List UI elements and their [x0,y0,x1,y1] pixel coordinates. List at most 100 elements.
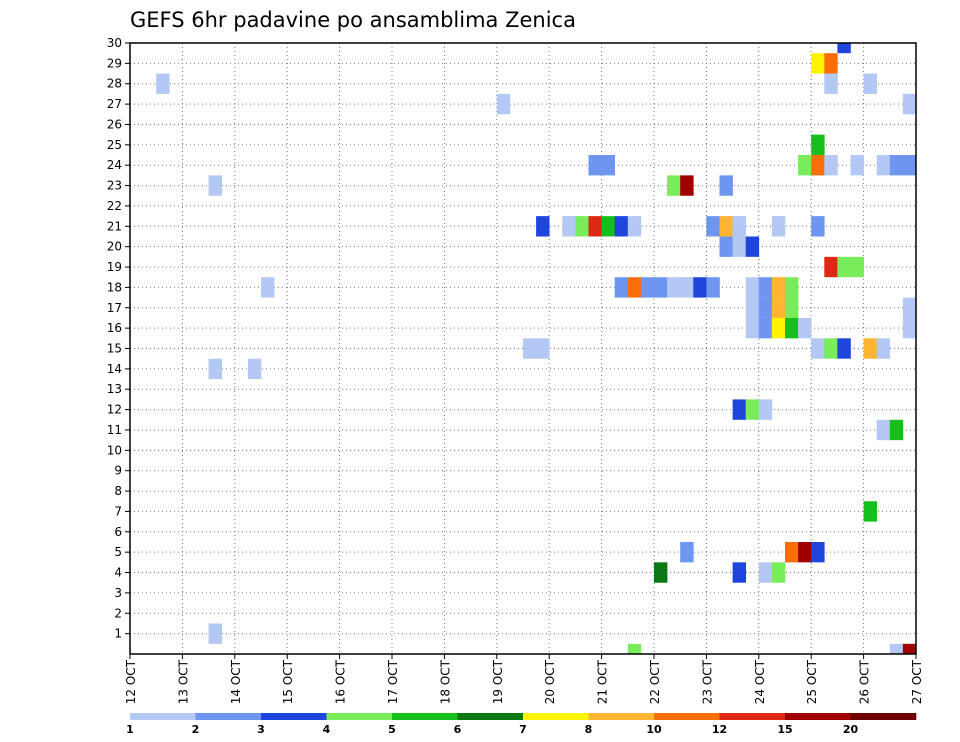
legend-label: 12 [712,723,727,736]
legend-swatch [261,713,327,720]
precip-cell [785,297,799,318]
precip-cell [745,236,760,257]
x-tick-label: 24 OCT [753,659,767,704]
precip-cell [902,297,916,318]
legend-label: 6 [454,723,462,736]
legend-swatch [850,713,917,720]
precip-cell [876,419,891,441]
y-tick-label: 27 [107,97,122,111]
precip-cell [627,643,642,654]
precip-cell [771,216,786,237]
x-tick-label: 12 OCT [124,659,138,704]
y-tick-label: 26 [107,117,122,131]
precip-cell [706,277,720,298]
precip-cell [601,155,615,176]
precip-cell [654,277,668,298]
precip-cell [614,216,629,237]
precip-cell [208,175,222,196]
precip-cell [850,155,864,176]
precip-cell [732,399,746,420]
x-tick-label: 21 OCT [596,659,610,704]
precip-cell [811,53,825,74]
legend-swatch [392,713,458,720]
legend-label: 2 [192,723,200,736]
precip-cell [640,277,655,298]
precip-cell [798,541,812,563]
y-tick-label: 10 [107,443,122,457]
precip-cell [719,216,733,237]
legend-swatch [654,713,720,720]
precip-cell [745,277,760,298]
precip-cell [811,216,825,237]
x-tick-label: 13 OCT [176,659,190,704]
legend-label: 3 [257,723,265,736]
y-tick-label: 13 [107,382,122,396]
precip-cell [758,297,773,318]
y-tick-label: 8 [114,484,122,498]
y-tick-label: 17 [107,301,122,315]
precip-cell [536,338,550,359]
precip-cell [261,277,275,298]
precip-cell [785,277,799,298]
precip-cell [785,317,799,339]
precip-cell [627,277,642,298]
precip-cell [824,53,838,74]
legend-swatch [457,713,524,720]
precip-cell [824,256,838,278]
y-tick-label: 19 [107,260,122,274]
precip-cell [523,338,537,359]
precip-cell [771,317,786,339]
precip-cell [837,338,851,359]
precip-cell [824,338,838,359]
precip-cell [798,155,812,176]
x-tick-label: 18 OCT [438,659,452,704]
y-tick-label: 21 [107,219,122,233]
precip-cell [496,93,511,115]
color-legend: 1 2 3 4 5 6 7 8 10 12 15 20 [126,713,917,736]
precip-cell [863,338,877,359]
precip-cell [156,73,170,94]
precip-cell [667,277,681,298]
x-tick-label: 16 OCT [334,659,348,704]
y-tick-label: 14 [107,362,122,376]
precip-cell [588,155,602,176]
precip-cell [863,73,877,94]
precip-cell [627,216,642,237]
precip-cell [719,236,733,257]
precip-cell [771,562,786,583]
precip-cell [208,358,222,380]
precip-cell [889,419,904,441]
precip-cell [614,277,629,298]
precip-cell [889,155,904,176]
precip-cell [785,541,799,563]
y-tick-label: 24 [107,158,122,172]
y-tick-label: 2 [114,606,122,620]
precip-cell [758,277,773,298]
x-tick-label: 23 OCT [700,659,714,704]
precip-cell [654,562,668,583]
precip-cell [863,501,877,522]
precip-cell [798,317,812,339]
precipitation-cells [156,43,916,654]
precip-cell [837,256,851,278]
precip-cell [536,216,550,237]
precip-cell [745,317,760,339]
precip-cell [588,216,602,237]
y-tick-label: 15 [107,342,122,356]
precip-cell [811,155,825,176]
precip-cell [575,216,589,237]
legend-swatch [326,713,393,720]
y-tick-label: 7 [114,504,122,518]
y-tick-label: 30 [107,36,122,50]
precip-cell [732,236,746,257]
legend-label: 20 [843,723,859,736]
y-tick-label: 6 [114,525,122,539]
y-tick-label: 5 [114,545,122,559]
legend-swatch [195,713,262,720]
precip-cell [771,277,786,298]
chart-title: GEFS 6hr padavine po ansamblima Zenica [130,8,576,32]
precip-cell [902,643,916,654]
y-axis-member-ticks: 1234567891011121314151617181920212223242… [107,36,130,641]
x-axis-date-ticks: 12 OCT 13 OCT 14 OCT 15 OCT 16 OCT 17 OCT 18 O… [124,654,924,704]
precip-cell [824,155,838,176]
